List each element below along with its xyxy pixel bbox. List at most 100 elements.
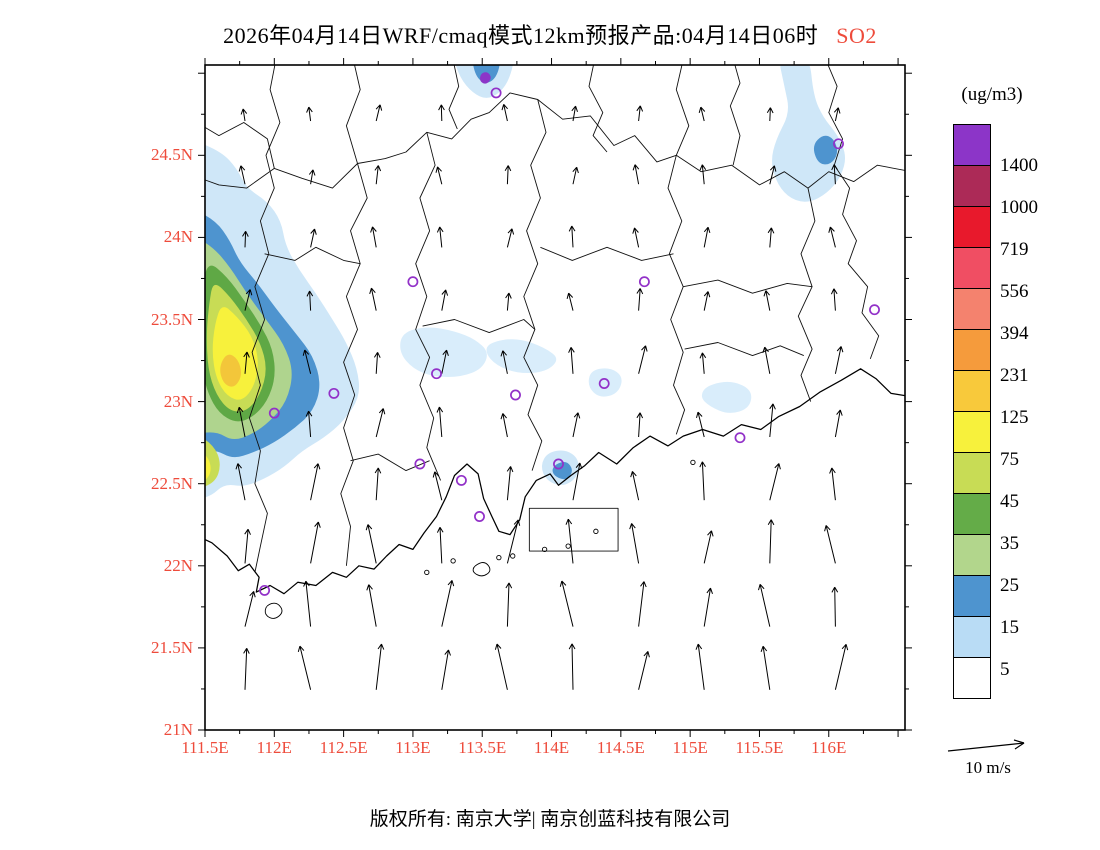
- wind-arrow: [500, 350, 508, 374]
- map-frame: [204, 64, 906, 731]
- boundary-line: [205, 92, 905, 189]
- colorbar-segment: [953, 165, 991, 207]
- boundary-line: [797, 188, 816, 402]
- wind-arrow: [436, 406, 444, 438]
- wind-arrow: [374, 165, 382, 185]
- map-layers: [205, 65, 905, 690]
- colorbar: [953, 124, 991, 699]
- wind-arrow: [441, 349, 449, 374]
- island-outline: [264, 602, 283, 619]
- station-marker: [734, 432, 746, 444]
- wind-arrow: [436, 526, 444, 564]
- wind-arrow: [572, 166, 579, 185]
- wind-arrow: [310, 521, 321, 564]
- station-marker: [598, 378, 610, 389]
- island-dot: [565, 543, 571, 549]
- wind-arrow: [373, 352, 381, 374]
- colorbar-segment: [953, 616, 991, 658]
- wind-arrow: [703, 587, 713, 627]
- boundary-line: [264, 246, 361, 265]
- wind-arrow: [244, 528, 251, 564]
- boundary-line: [540, 246, 674, 261]
- station-marker: [407, 276, 419, 288]
- station-marker: [328, 387, 340, 399]
- lon-tick-label: 113E: [395, 738, 431, 757]
- wind-arrow: [505, 292, 512, 311]
- wind-arrow: [834, 409, 843, 438]
- wind-arrow: [438, 104, 445, 122]
- islands: [264, 459, 696, 619]
- wind-arrow: [638, 651, 650, 690]
- wind-arrow: [572, 412, 581, 438]
- wind-arrow: [375, 643, 385, 690]
- island-dot: [541, 546, 548, 553]
- station-marker: [474, 511, 485, 522]
- lon-tick-label: 115.5E: [735, 738, 784, 757]
- wind-arrow: [831, 164, 838, 185]
- wind-arrow: [568, 347, 575, 374]
- lon-tick-label: 115E: [672, 738, 708, 757]
- wind-arrow: [236, 406, 246, 438]
- wind-arrow: [769, 165, 777, 185]
- island-dot: [424, 569, 430, 576]
- wind-arrow: [302, 349, 312, 374]
- wind-arrow: [242, 230, 249, 248]
- wind-arrow: [308, 169, 316, 185]
- lat-tick-label: 22N: [163, 555, 193, 575]
- wind-arrow: [305, 410, 313, 438]
- colorbar-segment: [953, 247, 991, 289]
- hongkong-box: [528, 507, 619, 552]
- so2-contours: [205, 65, 846, 498]
- boundary-line: [667, 155, 686, 435]
- island-dot: [496, 554, 502, 561]
- wind-arrow: [767, 519, 775, 564]
- station-marker: [268, 407, 280, 419]
- station-marker: [414, 458, 426, 470]
- boundary-line: [684, 342, 804, 357]
- so2-contour-level-5: [486, 339, 557, 374]
- boundary-line: [675, 65, 690, 156]
- wind-arrow: [235, 463, 246, 501]
- wind-arrow: [766, 107, 774, 122]
- boundary-line: [683, 279, 813, 294]
- wind-arrow: [244, 591, 256, 627]
- wind-arrow: [566, 292, 574, 311]
- colorbar-segment: [953, 124, 991, 166]
- wind-arrow: [369, 287, 377, 311]
- lon-tick-label: 112.5E: [319, 738, 368, 757]
- wind-arrow: [572, 462, 583, 501]
- colorbar-tick-label: 45: [1000, 491, 1019, 512]
- wind-arrow: [432, 471, 443, 501]
- axis-ticks: [198, 58, 912, 737]
- wind-arrow: [506, 228, 515, 248]
- boundary-line: [422, 319, 536, 334]
- wind-arrow: [375, 104, 383, 122]
- wind-arrow: [240, 108, 248, 122]
- wind-arrow: [374, 467, 382, 501]
- wind-arrow: [636, 288, 644, 311]
- boundary-line: [827, 65, 880, 360]
- wind-arrow: [831, 586, 839, 627]
- so2-contour-level-15: [813, 135, 838, 165]
- lon-tick-label: 114.5E: [596, 738, 645, 757]
- lon-tick-label: 111.5E: [181, 738, 229, 757]
- wind-arrow: [366, 584, 377, 627]
- wind-arrow: [243, 647, 250, 690]
- boundary-line: [205, 122, 275, 169]
- lat-tick-label: 22.5N: [150, 473, 193, 493]
- wind-arrow: [769, 463, 781, 501]
- colorbar-segment: [953, 370, 991, 412]
- wind-arrow: [303, 580, 312, 627]
- wind-arrow: [632, 164, 640, 185]
- lon-tick-label: 113.5E: [458, 738, 507, 757]
- wind-arrow: [504, 165, 512, 185]
- station-marker: [638, 276, 650, 288]
- wind-arrow: [571, 105, 578, 122]
- wind-arrow: [695, 643, 705, 690]
- station-marker: [869, 304, 880, 316]
- station-marker: [490, 87, 502, 99]
- wind-arrow: [638, 581, 647, 627]
- wind-arrow: [699, 352, 707, 374]
- wind-arrow: [829, 467, 836, 501]
- wind-arrow: [758, 583, 771, 627]
